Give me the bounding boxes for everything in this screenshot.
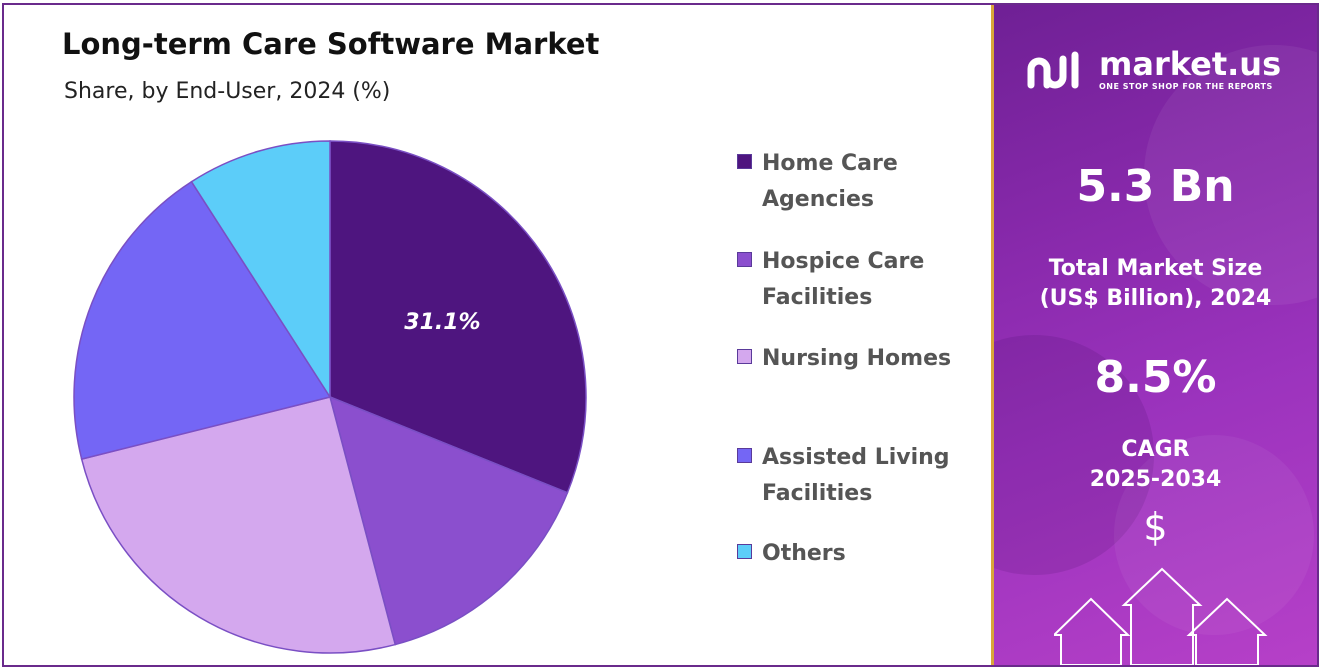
- legend-label: Home Care Agencies: [762, 151, 898, 212]
- growth-arrows-icon: [1054, 567, 1268, 665]
- summary-panel: market.us ONE STOP SHOP FOR THE REPORTS …: [991, 5, 1317, 665]
- brand-text: market.us ONE STOP SHOP FOR THE REPORTS: [1099, 48, 1281, 91]
- legend-label: Others: [762, 541, 846, 566]
- legend-item-home-care-agencies: Home Care Agencies: [737, 146, 972, 218]
- market-size-value: 5.3 Bn: [1076, 161, 1235, 212]
- dollar-icon: $: [1143, 505, 1168, 549]
- chart-subtitle: Share, by End-User, 2024 (%): [64, 79, 391, 104]
- pie-slice-assisted-living-facilities: [73, 180, 332, 461]
- legend-item-assisted-living-facilities: Assisted Living Facilities: [737, 440, 972, 512]
- cagr-caption: CAGR 2025-2034: [1089, 437, 1222, 492]
- legend-label: Hospice Care Facilities: [762, 249, 925, 310]
- chart-title: Long-term Care Software Market: [62, 27, 600, 61]
- legend-swatch: [737, 154, 752, 169]
- pie-slice-hospice-care-facilities: [328, 395, 569, 646]
- legend-swatch: [737, 252, 752, 267]
- market-us-logo-icon: [1027, 51, 1079, 89]
- legend-label: Assisted Living Facilities: [762, 445, 950, 506]
- brand-logo: market.us ONE STOP SHOP FOR THE REPORTS: [1027, 47, 1281, 91]
- pie-slice-others: [190, 140, 331, 400]
- pie-chart: 31.1%: [73, 140, 587, 654]
- brand-tagline: ONE STOP SHOP FOR THE REPORTS: [1099, 81, 1273, 91]
- legend-swatch: [737, 448, 752, 463]
- chart-panel: Long-term Care Software Market Share, by…: [4, 5, 990, 665]
- infographic-frame: Long-term Care Software Market Share, by…: [2, 3, 1319, 667]
- market-size-caption: Total Market Size (US$ Billion), 2024: [1039, 256, 1272, 311]
- data-label-home-care-agencies: 31.1%: [404, 310, 480, 335]
- brand-name: market.us: [1099, 44, 1282, 83]
- pie-slice-home-care-agencies: [329, 140, 587, 494]
- pie-slice-nursing-homes: [80, 396, 397, 654]
- legend-label: Nursing Homes: [762, 346, 952, 371]
- cagr-value: 8.5%: [1094, 352, 1217, 403]
- background-decoration: [1114, 435, 1314, 635]
- legend-swatch: [737, 349, 752, 364]
- legend-item-others: Others: [737, 536, 972, 572]
- legend-item-nursing-homes: Nursing Homes: [737, 341, 972, 377]
- legend-swatch: [737, 544, 752, 559]
- legend-item-hospice-care-facilities: Hospice Care Facilities: [737, 244, 972, 316]
